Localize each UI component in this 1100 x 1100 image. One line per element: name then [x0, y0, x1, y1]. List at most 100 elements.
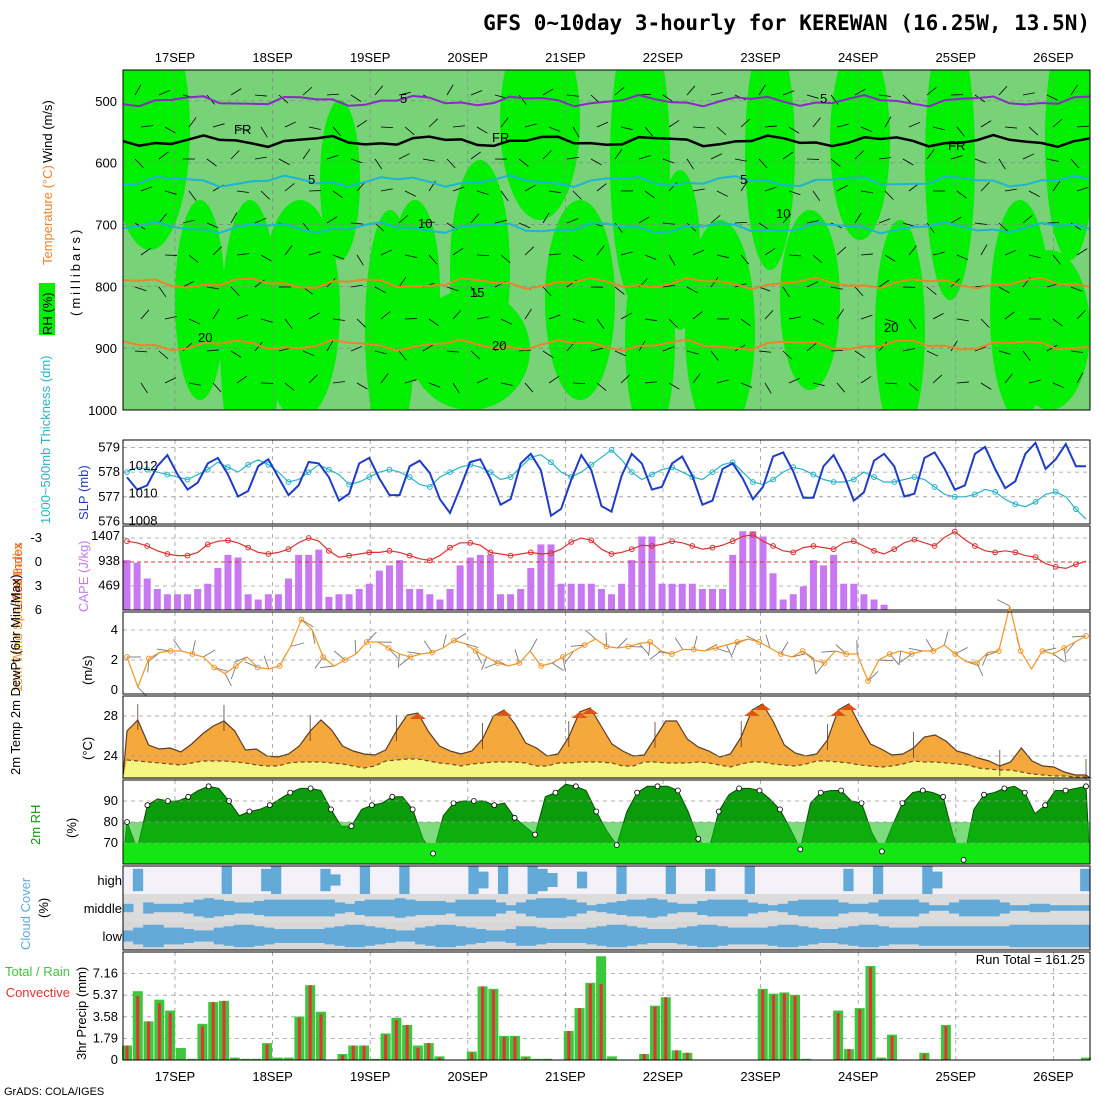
lifted-index-point — [931, 543, 938, 549]
thickness-tick: 576 — [98, 514, 120, 529]
precip-convective-bar — [836, 1012, 840, 1060]
precip-convective-bar — [761, 990, 765, 1060]
cloud-middle-bar — [646, 898, 658, 918]
contour-label: 5 — [400, 91, 407, 106]
cloud-low-bar — [425, 926, 436, 946]
cloud-middle-bar — [807, 899, 819, 917]
wind-barb — [500, 318, 512, 325]
contour-label: FR — [948, 138, 965, 153]
wind-barb — [284, 183, 295, 192]
cape-axis-label: CAPE (J/kg) — [76, 540, 91, 612]
wind-barb — [758, 286, 771, 292]
cape-bar — [507, 594, 515, 610]
wind-barb — [1022, 215, 1033, 224]
wind-barb — [356, 181, 366, 192]
date-label-top: 19SEP — [350, 50, 390, 65]
cloud-low-bar — [163, 927, 174, 945]
millibars-axis-label: (millibars) — [68, 227, 83, 316]
cape-bar — [698, 589, 706, 610]
wind-barb — [998, 85, 1008, 96]
cloud-high-bar — [261, 868, 272, 892]
rh-cell — [685, 220, 755, 410]
wind-barb — [692, 311, 703, 320]
temp2m-peak — [754, 704, 771, 710]
cloud-middle-bar — [525, 899, 537, 917]
lifted-tick: 6 — [35, 602, 42, 617]
cloud-middle-bar — [243, 902, 255, 914]
temperature-axis-label: Temperature (°C) — [40, 165, 55, 265]
cape-bar — [456, 565, 464, 610]
rh2m-point — [1083, 783, 1089, 790]
date-label-top: 17SEP — [155, 50, 195, 65]
wind-barb — [662, 222, 675, 225]
wind-barb — [422, 158, 435, 162]
wind-speed-point — [385, 645, 392, 651]
wind-barb — [374, 222, 385, 232]
precip-total-bar — [876, 1057, 887, 1060]
precip-convective-bar — [265, 1044, 269, 1060]
wind-barb — [614, 149, 623, 160]
rh2m-point — [919, 787, 926, 794]
wind-barb — [350, 222, 363, 225]
wind-barb — [830, 349, 844, 352]
cloud-middle-bar — [546, 898, 557, 918]
wind-speed-point — [668, 651, 675, 657]
lifted-index-point — [245, 544, 252, 551]
wind-barb — [812, 382, 825, 387]
wind-barb — [158, 213, 167, 224]
precip-convective-bar — [524, 1057, 528, 1060]
cloud-middle-bar — [848, 903, 859, 913]
wind-barb — [260, 126, 268, 138]
wind-barb — [956, 318, 969, 322]
wind-barb — [638, 643, 649, 655]
lifted-index-point — [325, 547, 332, 554]
temp2m-peak — [743, 710, 760, 716]
wind-barb — [812, 117, 821, 128]
cloud-low-bar — [1069, 924, 1081, 948]
cloud-low-bar — [475, 929, 487, 943]
wind-speed-line — [126, 605, 1087, 689]
contour-label: 5 — [820, 91, 827, 106]
cape-bar — [638, 536, 646, 610]
wind-barb — [974, 346, 987, 352]
cloud-middle-bar — [233, 902, 245, 914]
thickness-point — [305, 469, 312, 476]
wind-barb — [236, 253, 249, 256]
cloud-low-bar — [928, 926, 940, 946]
wind-barb — [1028, 379, 1041, 384]
lifted-index-point — [346, 552, 352, 559]
slp-thickness-panel: 1000~500mb Thickness (dm) SLP (mb) 579 57… — [38, 356, 1091, 529]
wind-speed-point — [538, 663, 545, 669]
precip-convective-bar — [502, 1037, 506, 1060]
cape-bar — [799, 586, 807, 610]
precip-convective-bar — [427, 1043, 431, 1060]
cloud-middle-bar — [425, 901, 436, 915]
cape-bar — [678, 583, 686, 610]
wind-barb — [710, 214, 721, 224]
wind-speed-point — [1061, 645, 1068, 651]
cloud-middle-bar — [445, 902, 456, 914]
cloud-middle-bar — [999, 902, 1010, 914]
thickness-point — [1052, 488, 1059, 495]
pressure-ticks: 500 600 700 800 900 1000 — [88, 94, 117, 418]
cloud-middle-bar — [838, 902, 849, 914]
precip-convective-bar — [125, 1045, 129, 1060]
rh2m-point — [736, 785, 743, 792]
precip-convective-bar — [211, 1002, 215, 1060]
cloud-high-bar — [359, 866, 371, 894]
wind-barb — [1022, 350, 1031, 361]
cloud-low-bar — [223, 926, 235, 946]
wind-barb — [452, 186, 465, 192]
wind-barb — [374, 350, 387, 355]
cloud-middle-bar — [1019, 905, 1030, 911]
wind-barb — [164, 377, 176, 384]
precip-convective-bar — [567, 1031, 571, 1060]
cape-bar — [396, 560, 404, 610]
cloud-middle-bar — [213, 899, 225, 917]
wind-barb — [813, 659, 817, 674]
cloud-middle-bar — [294, 899, 305, 917]
lifted-index-point — [669, 538, 676, 545]
wind-barb — [716, 254, 729, 259]
cloud-middle-bar — [364, 899, 376, 917]
